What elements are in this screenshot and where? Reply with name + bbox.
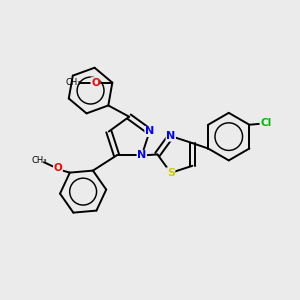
Text: O: O [54, 163, 62, 173]
Text: N: N [145, 127, 154, 136]
Text: S: S [167, 168, 175, 178]
Text: Cl: Cl [260, 118, 271, 128]
Text: O: O [91, 78, 100, 88]
Text: N: N [137, 150, 146, 161]
Text: N: N [166, 131, 176, 141]
Text: CH₃: CH₃ [66, 78, 82, 87]
Text: CH₃: CH₃ [32, 156, 47, 165]
